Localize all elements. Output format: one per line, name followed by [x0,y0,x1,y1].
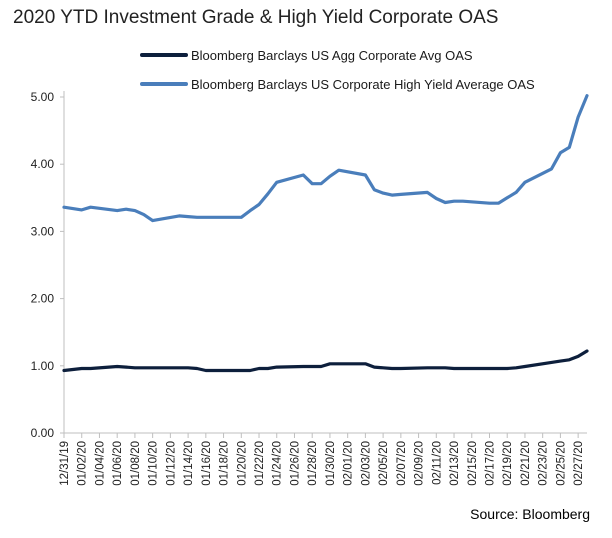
x-tick-label: 01/08/20 [130,441,142,486]
x-tick-label: 02/09/20 [414,441,426,486]
x-tick-label: 01/06/20 [112,441,124,486]
x-tick-label: 01/20/20 [236,441,248,486]
legend-label: Bloomberg Barclays US Corporate High Yie… [191,77,535,92]
x-tick-label: 02/21/20 [520,441,532,486]
x-tick-label: 01/02/20 [77,441,89,486]
y-tick-label: 4.00 [31,157,55,171]
x-tick-label: 02/17/20 [484,441,496,486]
x-tick-label: 01/26/20 [289,441,301,486]
x-tick-label: 01/18/20 [219,441,231,486]
x-tick-label: 02/01/20 [343,441,355,486]
x-tick-label: 02/19/20 [502,441,514,486]
x-tick-label: 01/04/20 [94,441,106,486]
source-note: Source: Bloomberg [470,506,590,522]
x-tick-label: 02/07/20 [396,441,408,486]
y-tick-label: 2.00 [31,292,55,306]
x-tick-label: 02/25/20 [555,441,567,486]
x-tick-label: 01/16/20 [201,441,213,486]
x-tick-label: 02/27/20 [573,441,585,486]
x-tick-label: 01/10/20 [148,441,160,486]
chart-title: 2020 YTD Investment Grade & High Yield C… [13,7,499,28]
x-tick-label: 02/13/20 [449,441,461,486]
legend-label: Bloomberg Barclays US Agg Corporate Avg … [191,48,473,63]
x-tick-label: 02/03/20 [360,441,372,486]
x-tick-label: 02/11/20 [431,441,443,485]
x-tick-label: 02/23/20 [538,441,550,486]
x-tick-label: 02/15/20 [467,441,479,486]
x-tick-label: 01/14/20 [183,441,195,486]
y-tick-label: 1.00 [31,359,55,373]
x-tick-label: 01/28/20 [307,441,319,486]
x-tick-label: 02/05/20 [378,441,390,486]
x-tick-label: 12/31/19 [59,441,71,486]
x-tick-label: 01/30/20 [325,441,337,486]
y-tick-label: 5.00 [31,90,55,104]
series-line-high-yield [62,94,589,223]
x-tick-label: 01/22/20 [254,441,266,486]
y-tick-label: 3.00 [31,224,55,238]
x-tick-label: 01/12/20 [165,441,177,486]
y-tick-label: 0.00 [31,426,55,440]
series-line-agg-corporate [62,349,589,373]
x-tick-label: 01/24/20 [272,441,284,486]
